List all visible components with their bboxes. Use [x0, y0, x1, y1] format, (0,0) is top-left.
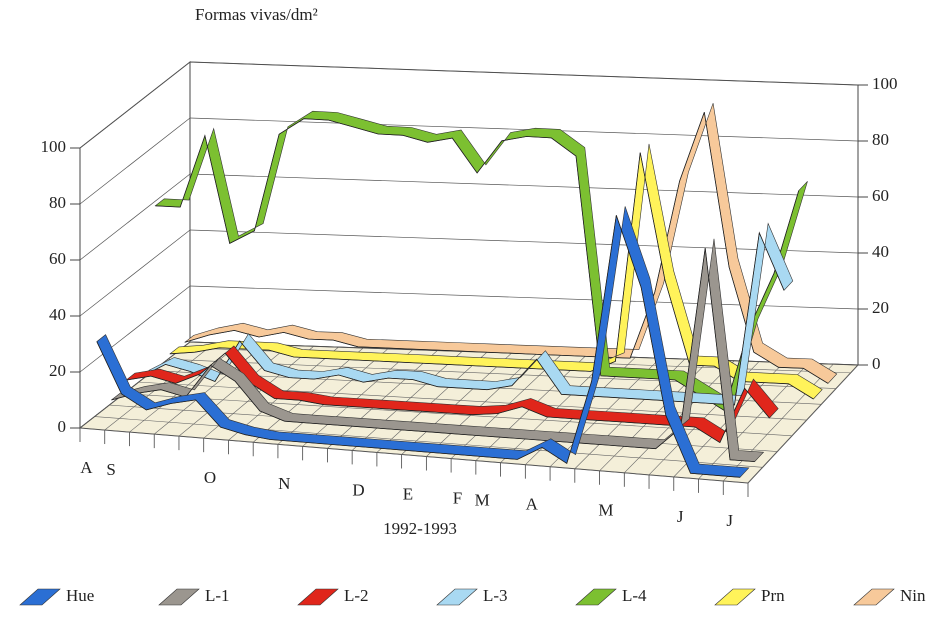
- grid-line: [79, 61, 191, 149]
- x-tick-label: M: [475, 491, 490, 510]
- y2-tick-label: 20: [872, 298, 889, 317]
- grid-line: [189, 61, 859, 86]
- x-axis-label: 1992-1993: [383, 519, 457, 538]
- x-tick-label: A: [526, 495, 539, 514]
- legend-label: Prn: [761, 586, 785, 605]
- x-tick-label: D: [352, 480, 364, 499]
- series-line: [96, 215, 741, 478]
- grid-line: [79, 285, 191, 373]
- floor-grid: [154, 344, 265, 435]
- floor-grid: [302, 349, 413, 447]
- floor-grid: [747, 364, 859, 484]
- y-tick-label: 20: [49, 361, 66, 380]
- legend-label: L-3: [483, 586, 508, 605]
- floor-grid: [426, 353, 537, 457]
- floor-grid: [376, 352, 488, 453]
- y2-tick-label: 60: [872, 186, 889, 205]
- x-tick-label: S: [106, 460, 115, 479]
- y-tick-label: 0: [58, 417, 67, 436]
- x-tick-label: F: [453, 488, 462, 507]
- grid-line: [79, 341, 191, 429]
- floor-grid: [327, 350, 438, 449]
- legend-swatch: [436, 588, 478, 606]
- grid-line: [189, 117, 859, 142]
- grid-line: [79, 173, 191, 261]
- floor-grid: [79, 427, 749, 484]
- y-tick-label: 60: [49, 249, 66, 268]
- legend-swatch: [853, 588, 895, 606]
- x-tick-label: J: [726, 511, 733, 530]
- legend-label: L-2: [344, 586, 369, 605]
- x-tick-label: J: [677, 507, 684, 526]
- grid-line: [189, 173, 859, 198]
- legend-label: Nin: [900, 586, 926, 605]
- y-tick-label: 40: [49, 305, 66, 324]
- legend-swatch: [19, 588, 61, 606]
- floor-grid: [401, 352, 512, 455]
- y-tick-label: 100: [41, 137, 67, 156]
- y2-tick-label: 80: [872, 130, 889, 149]
- y2-tick-label: 100: [872, 74, 898, 93]
- series-line: [126, 352, 770, 444]
- x-tick-label: N: [278, 474, 290, 493]
- x-tick-label: A: [80, 458, 93, 477]
- legend-swatch: [714, 588, 756, 606]
- legend-label: L-1: [205, 586, 230, 605]
- series-line: [184, 112, 829, 384]
- x-tick-label: E: [403, 484, 413, 503]
- y2-tick-label: 40: [872, 242, 889, 261]
- x-tick-label: O: [204, 468, 216, 487]
- chart-title: Formas vivas/dm²: [195, 5, 318, 24]
- floor-grid: [94, 416, 763, 468]
- series-line: [140, 231, 785, 406]
- legend-label: Hue: [66, 586, 94, 605]
- x-tick-label: M: [598, 501, 613, 520]
- legend-swatch: [158, 588, 200, 606]
- grid-line: [79, 229, 191, 317]
- floor-grid: [277, 348, 389, 445]
- grid-line: [189, 229, 859, 254]
- floor-grid: [351, 351, 463, 451]
- legend-swatch: [297, 588, 339, 606]
- legend-swatch: [575, 588, 617, 606]
- floor-grid: [723, 363, 834, 482]
- y2-tick-label: 0: [872, 354, 881, 373]
- series-line: [111, 247, 755, 462]
- grid-line: [79, 117, 191, 205]
- legend-label: L-4: [622, 586, 647, 605]
- series-line: [170, 152, 814, 400]
- y-tick-label: 80: [49, 193, 66, 212]
